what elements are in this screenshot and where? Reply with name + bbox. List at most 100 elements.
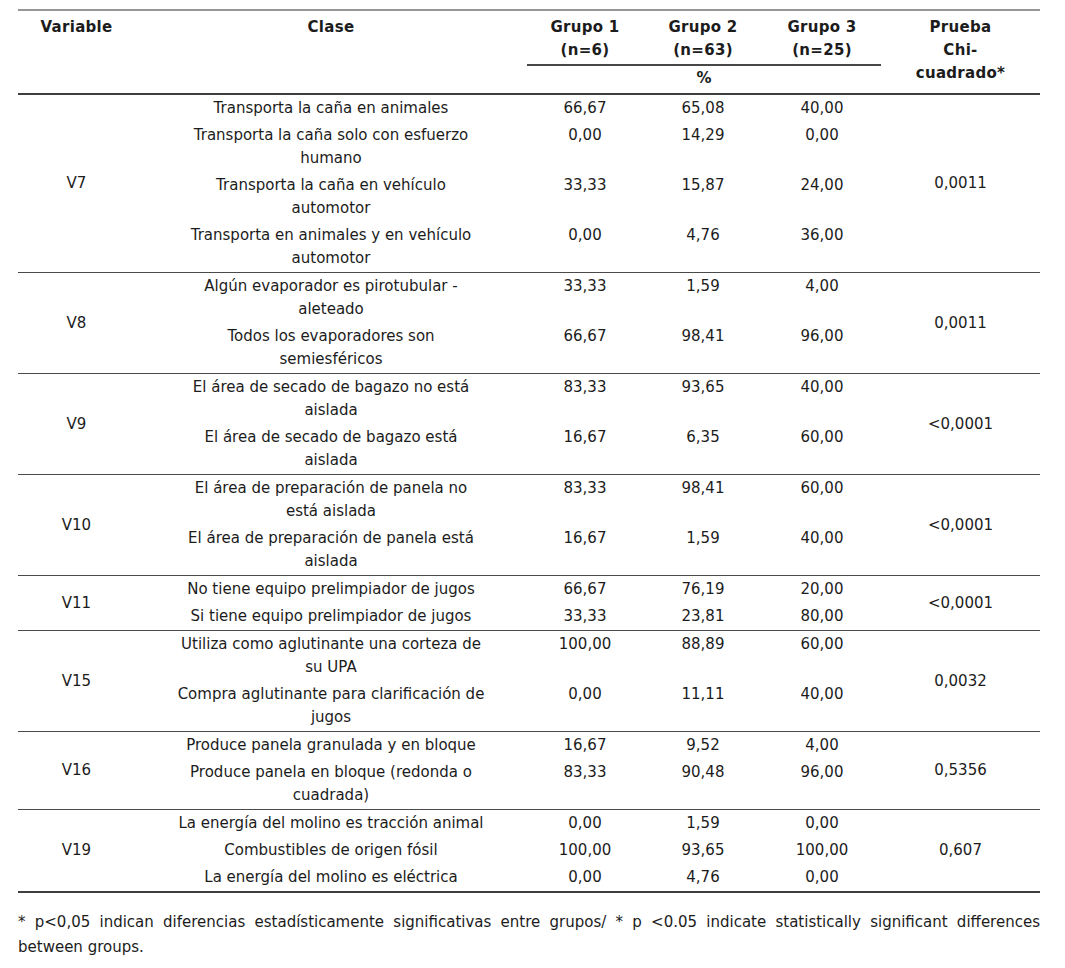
grupo3-value: 96,00: [763, 323, 881, 374]
clase-cell: El área de secado de bagazo está aislada: [135, 424, 527, 475]
grupo3-value: 24,00: [763, 172, 881, 222]
table-row: V7 Transporta la caña en animales 66,67 …: [18, 94, 1040, 122]
clase-cell: El área de preparación de panela no está…: [135, 475, 527, 526]
grupo2-value: 98,41: [643, 323, 763, 374]
grupo1-value: 100,00: [527, 837, 643, 864]
chi-square-column-header: Prueba Chi- cuadrado*: [881, 10, 1040, 94]
header-row: Variable Clase Grupo 1 (n=6) Grupo 2 (n=…: [18, 10, 1040, 65]
grupo1-value: 83,33: [527, 475, 643, 526]
clase-cell: Produce panela en bloque (redonda o cuad…: [135, 759, 527, 810]
chi-value: 0,0011: [881, 273, 1040, 374]
grupo3-value: 4,00: [763, 732, 881, 760]
grupo2-value: 93,65: [643, 374, 763, 425]
variable-cell: V16: [18, 732, 135, 810]
table-row: V8 Algún evaporador es pirotubular - ale…: [18, 273, 1040, 324]
grupo3-value: 0,00: [763, 810, 881, 838]
grupo2-value: 93,65: [643, 837, 763, 864]
grupo2-value: 1,59: [643, 810, 763, 838]
grupo3-value: 20,00: [763, 576, 881, 604]
table-row: V9 El área de secado de bagazo no está a…: [18, 374, 1040, 425]
grupo3-value: 100,00: [763, 837, 881, 864]
clase-cell: El área de secado de bagazo no está aisl…: [135, 374, 527, 425]
grupo1-value: 0,00: [527, 681, 643, 732]
grupo3-value: 36,00: [763, 222, 881, 273]
chi-value: <0,0001: [881, 576, 1040, 631]
chi-value: 0,0032: [881, 631, 1040, 732]
table-header: Variable Clase Grupo 1 (n=6) Grupo 2 (n=…: [18, 10, 1040, 94]
grupo2-value: 4,76: [643, 864, 763, 892]
grupo1-value: 83,33: [527, 374, 643, 425]
clase-column-header: Clase: [135, 10, 527, 94]
clase-cell: Transporta en animales y en vehículo aut…: [135, 222, 527, 273]
grupo3-value: 40,00: [763, 681, 881, 732]
chi-value: 0,0011: [881, 94, 1040, 273]
clase-cell: El área de preparación de panela está ai…: [135, 525, 527, 576]
table-row: V19 La energía del molino es tracción an…: [18, 810, 1040, 838]
variable-cell: V15: [18, 631, 135, 732]
grupo1-value: 0,00: [527, 810, 643, 838]
grupo3-value: 96,00: [763, 759, 881, 810]
chi-value: 0,607: [881, 810, 1040, 893]
grupo2-value: 65,08: [643, 94, 763, 122]
grupo2-value: 90,48: [643, 759, 763, 810]
table-row: V10 El área de preparación de panela no …: [18, 475, 1040, 526]
clase-cell: Algún evaporador es pirotubular - aletea…: [135, 273, 527, 324]
grupo3-value: 40,00: [763, 94, 881, 122]
grupo2-value: 1,59: [643, 525, 763, 576]
table-row: V15 Utiliza como aglutinante una corteza…: [18, 631, 1040, 682]
grupo1-column-header: Grupo 1 (n=6): [527, 10, 643, 65]
grupo3-value: 40,00: [763, 525, 881, 576]
grupo3-value: 60,00: [763, 631, 881, 682]
grupo3-value: 0,00: [763, 122, 881, 172]
grupo1-value: 66,67: [527, 576, 643, 604]
grupo1-value: 0,00: [527, 864, 643, 892]
clase-cell: Transporta la caña en vehículo automotor: [135, 172, 527, 222]
grupo2-value: 14,29: [643, 122, 763, 172]
variable-cell: V7: [18, 94, 135, 273]
variable-column-header: Variable: [18, 10, 135, 94]
grupo2-value: 9,52: [643, 732, 763, 760]
grupo1-value: 33,33: [527, 172, 643, 222]
grupo3-value: 60,00: [763, 475, 881, 526]
percent-header: %: [527, 65, 881, 94]
page: Variable Clase Grupo 1 (n=6) Grupo 2 (n=…: [0, 0, 1065, 960]
variable-cell: V19: [18, 810, 135, 893]
grupo2-value: 15,87: [643, 172, 763, 222]
grupo2-value: 23,81: [643, 603, 763, 631]
grupo2-value: 11,11: [643, 681, 763, 732]
clase-cell: Todos los evaporadores son semiesféricos: [135, 323, 527, 374]
grupo1-value: 0,00: [527, 222, 643, 273]
grupo2-value: 88,89: [643, 631, 763, 682]
grupo1-value: 66,67: [527, 323, 643, 374]
table-row: V16 Produce panela granulada y en bloque…: [18, 732, 1040, 760]
grupo3-value: 60,00: [763, 424, 881, 475]
chi-value: <0,0001: [881, 475, 1040, 576]
grupo3-value: 0,00: [763, 864, 881, 892]
grupo1-value: 16,67: [527, 732, 643, 760]
grupo3-column-header: Grupo 3 (n=25): [763, 10, 881, 65]
clase-cell: Transporta la caña en animales: [135, 94, 527, 122]
grupo3-value: 80,00: [763, 603, 881, 631]
clase-cell: Si tiene equipo prelimpiador de jugos: [135, 603, 527, 631]
variable-cell: V8: [18, 273, 135, 374]
variable-cell: V11: [18, 576, 135, 631]
grupo2-value: 4,76: [643, 222, 763, 273]
results-table: Variable Clase Grupo 1 (n=6) Grupo 2 (n=…: [18, 9, 1040, 893]
chi-value: 0,5356: [881, 732, 1040, 810]
grupo1-value: 100,00: [527, 631, 643, 682]
grupo3-value: 4,00: [763, 273, 881, 324]
variable-cell: V9: [18, 374, 135, 475]
table-row: V11 No tiene equipo prelimpiador de jugo…: [18, 576, 1040, 604]
grupo1-value: 33,33: [527, 603, 643, 631]
clase-cell: Utiliza como aglutinante una corteza de …: [135, 631, 527, 682]
grupo1-value: 16,67: [527, 424, 643, 475]
grupo1-value: 0,00: [527, 122, 643, 172]
grupo2-value: 76,19: [643, 576, 763, 604]
grupo2-value: 1,59: [643, 273, 763, 324]
grupo2-value: 6,35: [643, 424, 763, 475]
grupo1-value: 83,33: [527, 759, 643, 810]
grupo3-value: 40,00: [763, 374, 881, 425]
clase-cell: No tiene equipo prelimpiador de jugos: [135, 576, 527, 604]
clase-cell: La energía del molino es tracción animal: [135, 810, 527, 838]
grupo2-value: 98,41: [643, 475, 763, 526]
